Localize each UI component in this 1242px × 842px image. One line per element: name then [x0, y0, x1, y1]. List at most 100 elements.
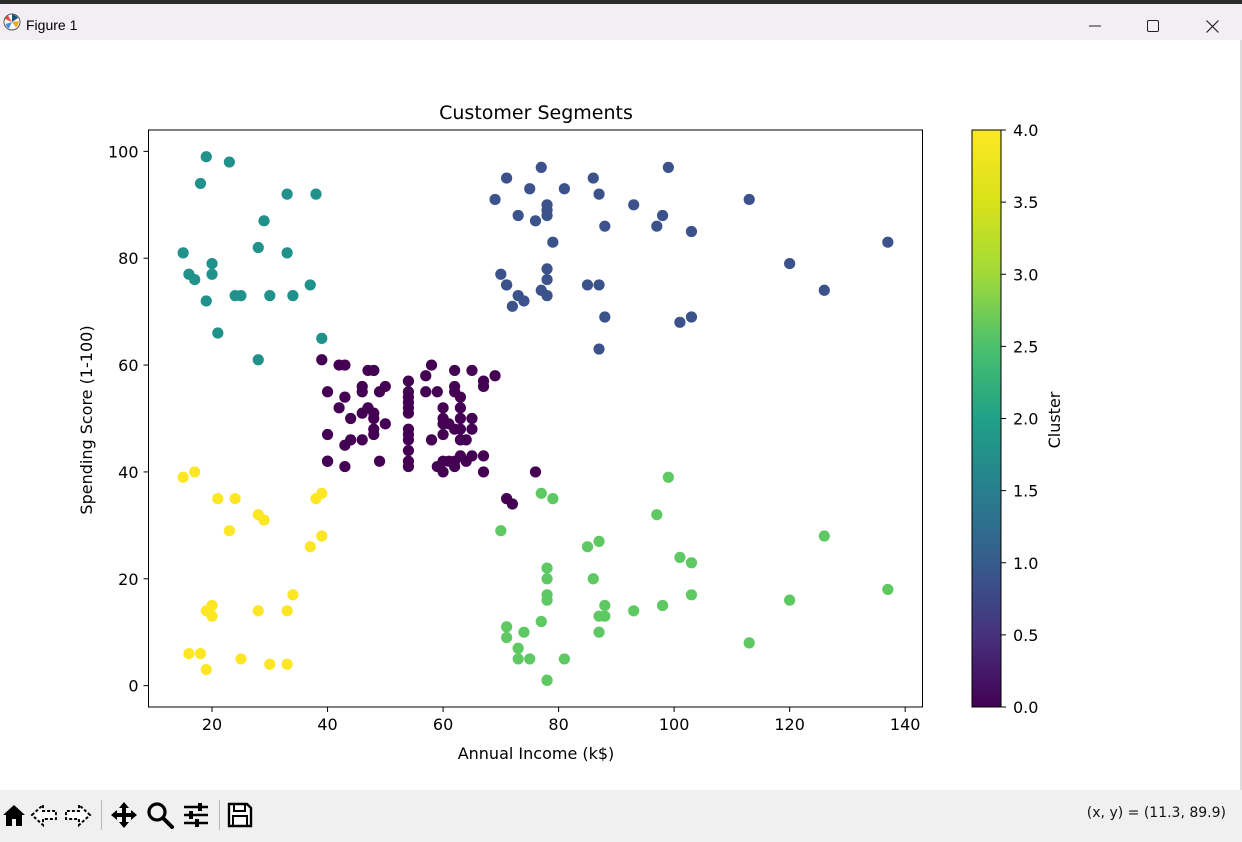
data-point	[339, 359, 351, 371]
back-button[interactable]	[30, 800, 58, 830]
data-point	[784, 257, 796, 270]
y-tick-label: 20	[118, 570, 138, 589]
home-button[interactable]	[0, 800, 28, 830]
data-point	[437, 466, 449, 478]
data-point	[252, 605, 264, 617]
colorbar-tick-label: 0.5	[1013, 626, 1038, 645]
desktop-strip	[0, 0, 1242, 4]
colorbar-label: Cluster	[1045, 391, 1064, 448]
y-tick-label: 100	[108, 142, 139, 161]
x-tick-label: 120	[774, 715, 805, 734]
data-point	[316, 332, 328, 344]
data-point	[356, 386, 368, 398]
data-point	[656, 599, 669, 612]
data-point	[685, 225, 698, 238]
data-point	[599, 599, 611, 612]
data-point	[321, 386, 334, 398]
data-point	[420, 370, 432, 382]
data-point	[420, 386, 432, 398]
back-icon	[30, 802, 57, 828]
data-point	[431, 386, 443, 398]
data-point	[593, 279, 605, 291]
colorbar-tick-label: 2.5	[1013, 337, 1038, 356]
colorbar-tick-label: 3.0	[1013, 265, 1038, 284]
data-point	[541, 573, 553, 585]
data-point	[512, 653, 524, 665]
y-axis-label: Spending Score (1-100)	[77, 325, 96, 514]
colorbar-tick-label: 1.0	[1013, 554, 1038, 573]
data-point	[425, 359, 438, 371]
data-point	[454, 412, 467, 425]
data-point	[495, 268, 507, 280]
data-point	[547, 236, 559, 248]
x-tick-label: 100	[659, 715, 690, 734]
data-point	[223, 525, 235, 537]
close-button[interactable]	[1183, 8, 1241, 44]
forward-button[interactable]	[64, 800, 92, 830]
data-point	[599, 610, 611, 622]
data-point	[402, 434, 415, 446]
data-point	[252, 354, 264, 366]
data-point	[524, 653, 536, 665]
data-point	[200, 295, 212, 307]
data-point	[264, 290, 276, 302]
data-point	[818, 284, 830, 296]
data-point	[402, 386, 415, 398]
data-point	[333, 402, 345, 414]
data-point	[356, 434, 368, 446]
data-point	[541, 674, 553, 686]
data-point	[402, 460, 415, 473]
save-button[interactable]	[226, 800, 254, 830]
cursor-coordinates: (x, y) = (11.3, 89.9)	[1086, 805, 1226, 821]
data-point	[501, 172, 513, 184]
data-point	[587, 573, 599, 585]
data-point	[281, 605, 293, 617]
data-point	[379, 380, 391, 393]
data-point	[818, 530, 830, 542]
colorbar-tick-label: 3.5	[1013, 193, 1038, 212]
data-point	[662, 471, 674, 483]
data-point	[466, 364, 478, 377]
zoom-icon	[147, 802, 174, 829]
x-tick-label: 140	[890, 715, 921, 734]
configure-subplots-icon	[184, 803, 208, 827]
data-point	[177, 471, 189, 483]
y-axis-ticks: 0 20 40 60 80 100	[108, 142, 149, 696]
data-point	[373, 455, 386, 467]
minimize-button[interactable]	[1066, 8, 1124, 44]
data-point	[662, 161, 674, 173]
figure-canvas[interactable]: Customer Segments 20 40 60 80 100 120 140 0 20 4…	[0, 40, 1242, 790]
pan-icon	[111, 802, 137, 828]
pan-button[interactable]	[110, 800, 138, 830]
x-tick-label: 20	[202, 715, 222, 734]
data-point	[368, 412, 380, 425]
data-point	[183, 647, 195, 660]
data-point	[437, 402, 449, 414]
data-point	[466, 423, 478, 435]
maximize-icon	[1147, 20, 1159, 32]
zoom-button[interactable]	[146, 800, 174, 830]
maximize-button[interactable]	[1124, 8, 1182, 44]
data-point	[189, 466, 201, 478]
data-point	[454, 391, 467, 403]
matplotlib-logo-icon	[3, 13, 21, 31]
data-point	[541, 273, 553, 286]
data-point	[685, 311, 698, 323]
data-point	[541, 594, 553, 606]
data-point	[368, 364, 380, 377]
data-point	[316, 530, 328, 542]
data-point	[449, 380, 461, 393]
data-point	[506, 300, 518, 312]
data-point	[512, 209, 524, 222]
data-point	[258, 215, 270, 227]
configure-subplots-button[interactable]	[182, 800, 210, 830]
x-axis-label: Annual Income (k$)	[458, 744, 615, 763]
data-point	[177, 247, 189, 259]
save-icon	[227, 802, 253, 828]
chart-title: Customer Segments	[439, 102, 633, 124]
window-title: Figure 1	[26, 17, 78, 33]
data-point	[339, 460, 351, 473]
data-point	[529, 215, 542, 227]
navigation-toolbar: (x, y) = (11.3, 89.9)	[0, 790, 1242, 842]
data-point	[674, 316, 686, 328]
